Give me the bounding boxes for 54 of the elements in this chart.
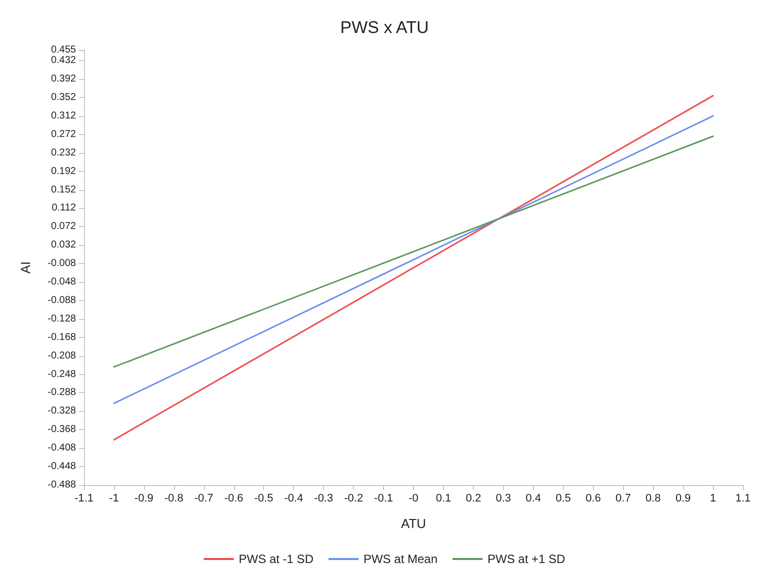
legend-label: PWS at Mean [363,552,438,566]
y-tick-label: -0.408 [48,442,76,454]
y-tick-label: -0.248 [48,368,76,380]
y-tick-label: -0.488 [48,480,76,490]
y-tick-label: 0.192 [50,166,76,177]
x-tick-label: 1.1 [735,492,751,504]
y-tick-label: -0.448 [48,461,76,472]
y-tick-label: 0.392 [50,74,76,85]
x-tick-label: 0.1 [436,492,452,504]
y-tick-label: 0.032 [50,240,76,251]
y-tick-label: -0.368 [48,424,76,436]
x-tick-label: -1 [109,492,119,504]
y-tick-label: 0.272 [50,128,76,140]
x-tick-label: 0.7 [616,492,631,504]
y-tick-label: 0.352 [50,92,76,104]
x-tick-label: 1 [710,492,716,504]
x-tick-label: 0.4 [526,492,541,504]
x-tick-label: -0.6 [224,492,244,504]
x-tick-label: -0.9 [134,492,154,504]
y-tick-label: 0.232 [50,147,76,158]
y-tick-label: -0.328 [48,406,76,417]
y-tick-label: 0.432 [50,55,76,66]
y-tick-label: -0.288 [48,387,76,398]
y-tick-label: 0.455 [50,44,76,56]
x-tick-label: -0.2 [344,492,364,504]
y-tick-label: -0.048 [48,276,76,288]
x-tick-label: 0.6 [586,492,601,504]
x-tick-label: 0.2 [466,492,482,504]
y-tick-label: 0.112 [52,202,76,214]
x-tick-label: -0 [408,492,418,504]
x-tick-label: 0.8 [645,492,661,504]
legend-label: PWS at -1 SD [238,552,314,566]
y-axis-title: AI [18,261,33,274]
x-tick-label: 0.9 [675,492,691,504]
y-tick-label: -0.168 [48,332,76,343]
chart-title: PWS x ATU [340,18,429,37]
x-tick-label: 0.5 [556,492,571,504]
x-tick-label: -1.1 [74,492,94,504]
x-tick-label: -0.4 [284,492,304,504]
legend-label: PWS at +1 SD [488,552,566,566]
x-axis-title: ATU [400,516,426,531]
y-tick-label: -0.128 [48,313,76,324]
y-tick-label: 0.152 [50,184,76,196]
x-tick-label: -0.1 [374,492,394,504]
x-tick-label: -0.8 [164,492,184,504]
y-tick-label: -0.008 [48,258,76,270]
x-tick-label: 0.3 [496,492,512,504]
y-tick-label: -0.208 [48,350,76,362]
x-tick-label: -0.7 [194,492,214,504]
y-tick-label: 0.072 [50,221,76,232]
x-tick-label: -0.3 [314,492,334,504]
x-tick-label: -0.5 [254,492,274,504]
y-tick-label: 0.312 [50,110,76,122]
y-tick-label: -0.088 [48,294,76,306]
